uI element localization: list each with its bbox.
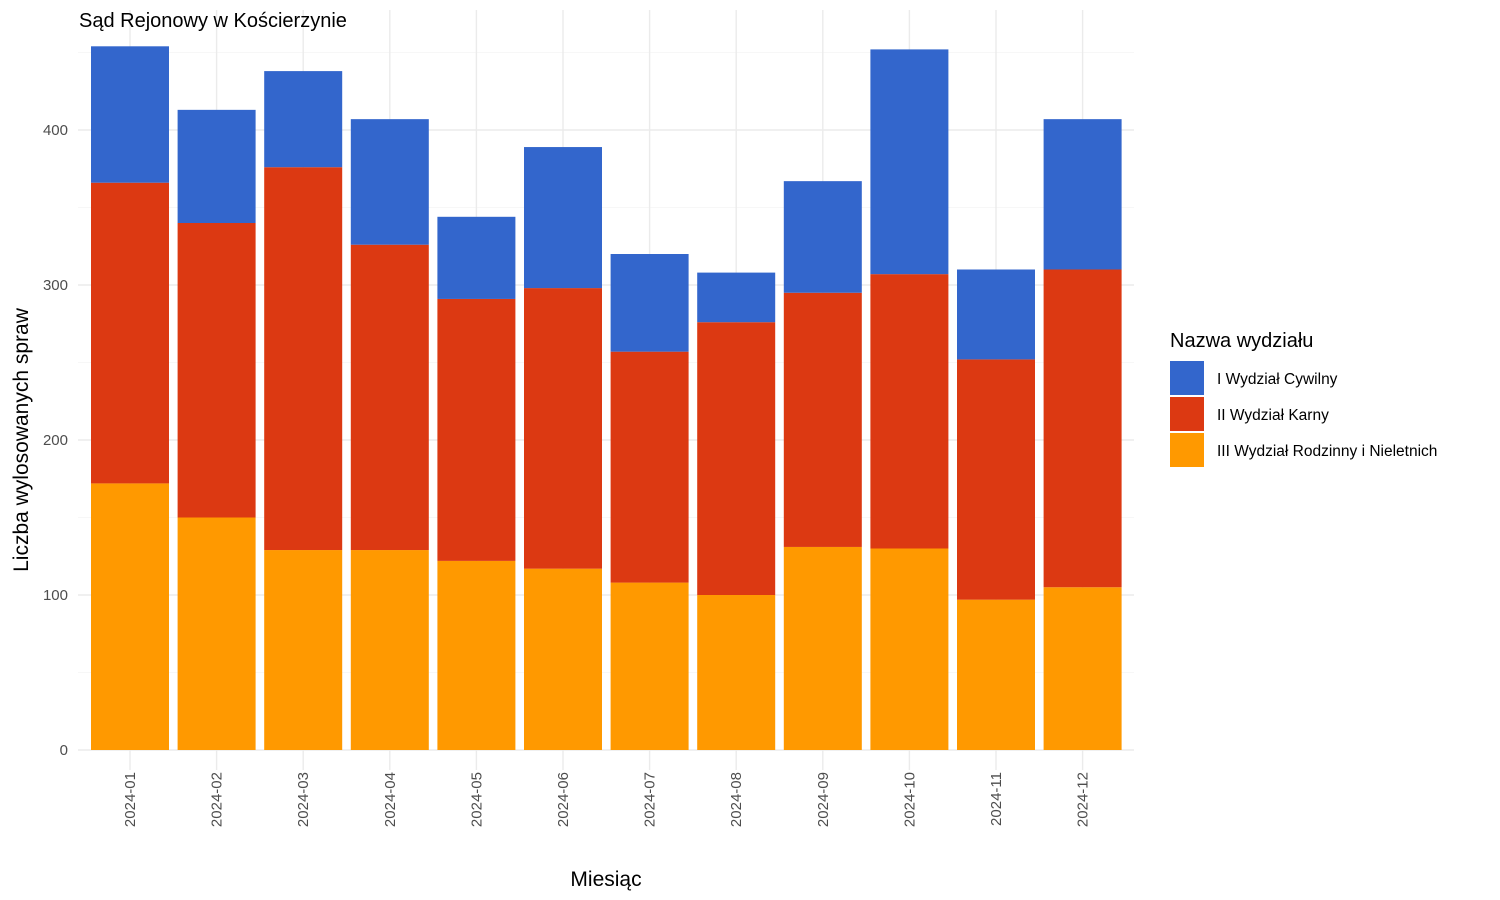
x-tick-label: 2024-03 [295, 772, 312, 827]
bar-segment [177, 517, 256, 750]
bar-segment [957, 359, 1035, 600]
bar-segment [350, 550, 429, 750]
legend-label: III Wydział Rodzinny i Nieletnich [1217, 443, 1437, 460]
bar-segment [264, 71, 343, 168]
bar-segment [783, 546, 862, 750]
x-axis-label: Miesiąc [570, 868, 641, 891]
x-tick-label: 2024-12 [1075, 772, 1092, 827]
bar-segment [177, 223, 256, 518]
bar-segment [524, 568, 602, 750]
bar-segment [350, 119, 429, 245]
x-tick-label: 2024-08 [728, 772, 745, 827]
bar-segment [610, 582, 689, 750]
legend-label: I Wydział Cywilny [1217, 371, 1338, 388]
bar-segment [870, 49, 949, 275]
legend-key [1170, 397, 1204, 431]
y-tick-label: 300 [43, 277, 68, 294]
bar-segment [437, 560, 516, 750]
x-tick-label: 2024-07 [642, 772, 659, 827]
x-tick-label: 2024-02 [209, 772, 226, 827]
bar-segment [957, 599, 1035, 750]
x-tick-label: 2024-10 [901, 772, 918, 827]
x-axis-ticks: 2024-01 2024-02 2024-03 2024-04 2024-05 2024-… [122, 772, 1092, 827]
y-axis-label: Liczba wylosowanych spraw [10, 307, 33, 572]
legend-key [1170, 433, 1204, 467]
bar-segment [697, 595, 776, 750]
x-tick-label: 2024-04 [382, 772, 399, 827]
x-tick-label: 2024-11 [988, 772, 1005, 826]
bar-segment [91, 483, 169, 750]
bar-segment [177, 109, 256, 223]
bar-segment [1043, 587, 1122, 750]
legend-title: Nazwa wydziału [1170, 330, 1313, 352]
bar-segment [1043, 269, 1122, 588]
bar-segment [264, 167, 343, 551]
legend: Nazwa wydziału I Wydział Cywilny II Wydzi… [1170, 330, 1437, 467]
bar-segment [783, 181, 862, 293]
legend-key [1170, 361, 1204, 395]
bar-segment [697, 322, 776, 595]
bar-segment [350, 244, 429, 551]
x-tick-label: 2024-05 [468, 772, 485, 827]
y-tick-label: 200 [43, 432, 68, 449]
x-tick-label: 2024-06 [555, 772, 572, 827]
bar-segment [91, 182, 169, 484]
bar-segment [697, 272, 776, 323]
bar-segment [437, 298, 516, 561]
bar-segment [870, 274, 949, 549]
y-tick-label: 0 [60, 742, 68, 759]
bars [91, 46, 1122, 750]
bar-segment [264, 550, 343, 750]
bar-segment [870, 548, 949, 750]
bar-segment [437, 216, 516, 299]
y-axis-ticks: 0 100 200 300 400 [43, 122, 68, 759]
bar-segment [91, 46, 169, 183]
x-tick-label: 2024-01 [122, 772, 139, 827]
bar-segment [610, 254, 689, 352]
legend-label: II Wydział Karny [1217, 407, 1329, 424]
bar-segment [1043, 119, 1122, 270]
x-tick-label: 2024-09 [815, 772, 832, 827]
bar-segment [610, 351, 689, 583]
chart-title: Sąd Rejonowy w Kościerzynie [79, 10, 347, 32]
bar-segment [524, 288, 602, 569]
bar-segment [783, 292, 862, 547]
bar-segment [957, 269, 1035, 360]
bar-segment [524, 147, 602, 289]
y-tick-label: 100 [43, 587, 68, 604]
y-tick-label: 400 [43, 122, 68, 139]
